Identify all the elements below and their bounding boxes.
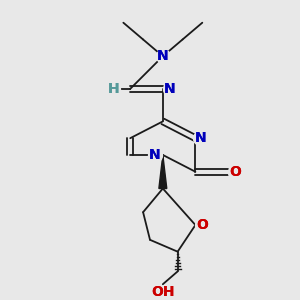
Text: N: N — [164, 82, 176, 96]
Text: H: H — [108, 82, 119, 96]
Text: OH: OH — [151, 285, 175, 299]
Text: N: N — [164, 82, 176, 96]
Text: N: N — [194, 131, 206, 145]
Text: N: N — [149, 148, 161, 162]
Text: N: N — [157, 49, 169, 63]
Text: O: O — [196, 218, 208, 232]
Text: N: N — [194, 131, 206, 145]
Text: N: N — [149, 148, 161, 162]
Polygon shape — [159, 155, 167, 188]
Text: O: O — [196, 218, 208, 232]
Text: N: N — [157, 49, 169, 63]
Text: H: H — [108, 82, 119, 96]
Text: O: O — [229, 165, 241, 179]
Text: O: O — [229, 165, 241, 179]
Text: OH: OH — [151, 285, 175, 299]
